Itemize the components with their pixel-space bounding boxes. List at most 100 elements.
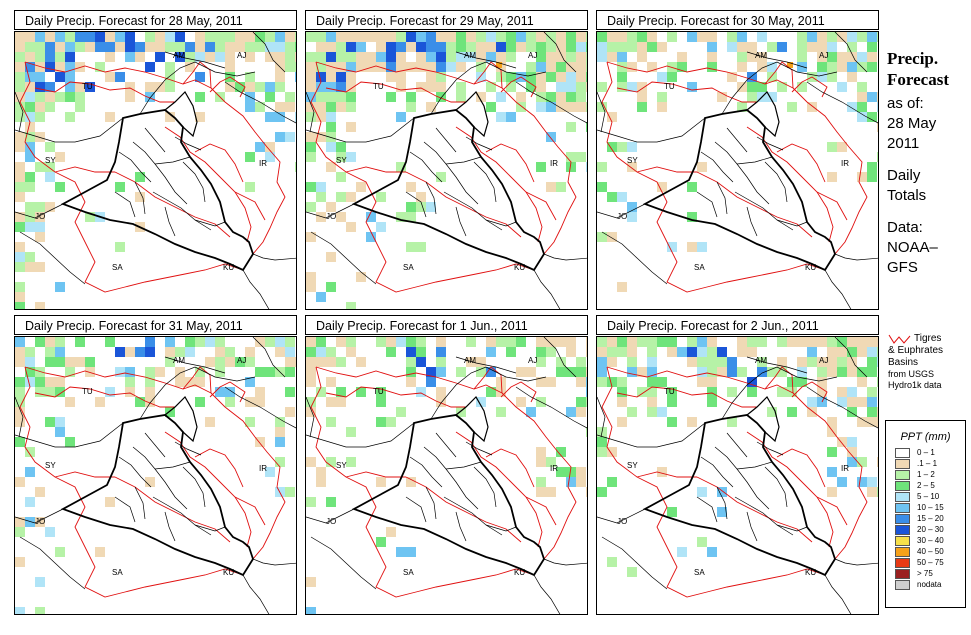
basin-boundary [616,81,757,103]
precip-cell [566,467,576,477]
precip-cell [426,102,436,112]
precip-cell [727,417,737,427]
precip-cell [115,42,125,52]
precip-cell [607,447,617,457]
admin-boundary [242,574,270,614]
precip-cell [576,32,586,42]
legend-label: 0 – 1 [917,447,935,457]
precip-cell [757,82,767,92]
precip-cell [857,112,867,122]
country-label: SY [627,156,638,165]
admin-boundary [597,203,646,219]
precip-cell [797,377,807,387]
precip-cell [627,202,637,212]
precip-cell [396,112,406,122]
precip-cell [75,82,85,92]
precip-cell [15,92,25,102]
basin-boundary [164,431,252,548]
precip-cell [807,42,817,52]
precip-cell [426,42,436,52]
precip-cell [637,52,647,62]
precip-cell [436,387,446,397]
precip-cell [827,172,837,182]
precip-cell [366,212,376,222]
precip-cell [65,367,75,377]
precip-cell [617,52,627,62]
precip-cell [25,517,35,527]
precip-cell [647,337,657,347]
basin-boundary [746,431,834,548]
precip-cell [346,92,356,102]
legend-item: .1 – 1 [895,458,965,469]
precip-cell [125,367,135,377]
precip-cell [436,52,446,62]
basin-boundary [114,171,231,238]
precip-cell [637,82,647,92]
precip-cell [697,347,707,357]
precip-cell [65,437,75,447]
precip-cell [306,182,316,192]
admin-boundary [252,558,296,566]
precip-cell [55,62,65,72]
admin-boundary [465,136,493,151]
precip-cell [566,92,576,102]
precip-cell [867,417,877,427]
precip-cell [205,52,215,62]
precip-cell [396,337,406,347]
precip-cell [275,72,285,82]
precip-cell [326,82,336,92]
basin-boundary [455,431,543,548]
precip-cell [456,32,466,42]
basin-boundary [776,448,826,488]
country-label: JO [35,212,45,221]
admin-boundary [306,117,415,143]
precip-cell [657,182,667,192]
precip-cell [55,42,65,52]
basin-boundary [746,126,834,243]
precip-cell [356,387,366,397]
country-label: KU [223,263,234,272]
precip-cell [306,282,316,292]
legend-label: 40 – 50 [917,546,944,556]
panel-5: Daily Precip. Forecast for 1 Jun., 2011 … [305,315,588,615]
precip-cell [366,62,376,72]
precip-cell [35,72,45,82]
precip-cell [687,337,697,347]
precip-cell [406,182,416,192]
precip-cell [486,337,496,347]
precip-cell [235,32,245,42]
precip-cell [145,377,155,387]
precip-cell [185,337,195,347]
precip-cell [25,497,35,507]
admin-boundary [164,51,226,69]
precip-cell [165,357,175,367]
precip-cell [627,32,637,42]
precip-cell [25,182,35,192]
side-title-1: Precip. [887,49,939,68]
precip-cell [306,232,316,242]
legend-item: 40 – 50 [895,546,965,557]
precip-cell [586,102,587,112]
precip-cell [346,337,356,347]
precip-cell [747,347,757,357]
precip-cell [617,387,627,397]
admin-boundary [139,366,256,420]
precip-cell [125,52,135,62]
precip-cell [586,32,587,42]
precip-cell [727,387,737,397]
precip-cell [747,337,757,347]
precip-cell [847,447,857,457]
precip-cell [55,547,65,557]
precip-cell [306,497,316,507]
precip-cell [847,52,857,62]
precip-cell [295,357,296,367]
precip-cell [306,132,316,142]
legend-swatch [895,491,910,502]
map-svg: AM AJ TU SY IR JO SA KU [597,32,878,309]
precip-cell [657,72,667,82]
admin-boundary [473,466,497,508]
precip-cell [85,32,95,42]
precip-cell [45,42,55,52]
precip-cell [466,42,476,52]
precip-cell [265,152,275,162]
